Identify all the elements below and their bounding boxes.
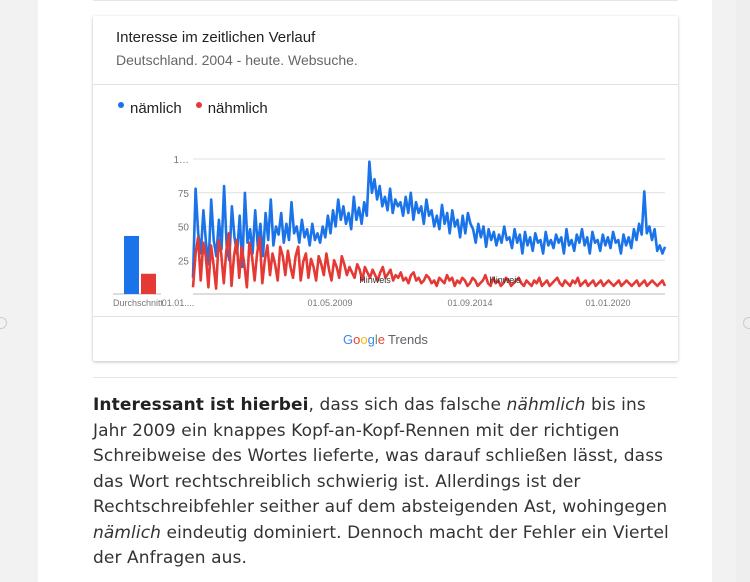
scrollbar[interactable]	[736, 0, 750, 582]
average-bar	[124, 235, 139, 294]
logo-letter: o	[360, 332, 368, 347]
legend-label: nähmlich	[207, 100, 268, 117]
next-arrow-icon[interactable]	[743, 317, 750, 329]
x-tick-label: 01.09.2014	[447, 298, 492, 308]
series-line-naemlich	[191, 160, 667, 278]
chart-subtitle: Deutschland. 2004 - heute. Websuche.	[116, 52, 358, 68]
google-trends-logo[interactable]: Google Trends	[343, 332, 428, 347]
logo-letter: e	[377, 332, 385, 347]
prev-arrow-icon[interactable]	[0, 317, 7, 329]
y-tick-label: 75	[178, 189, 190, 200]
series-line-naehmlich	[191, 232, 667, 290]
y-tick-label: 1…	[173, 155, 189, 166]
logo-letter: G	[343, 332, 354, 347]
x-tick-label: 01.01.2020	[585, 298, 630, 308]
logo-letter: g	[367, 332, 375, 347]
legend-item-naemlich[interactable]: nämlich	[118, 100, 182, 117]
section-divider	[93, 377, 678, 378]
chart-title: Interesse im zeitlichen Verlauf	[116, 29, 316, 46]
top-divider	[93, 0, 678, 1]
logo-google-text: Google	[343, 332, 385, 347]
average-label: Durchschnitt	[113, 298, 164, 308]
legend-dot-icon	[118, 101, 124, 108]
legend-label: nämlich	[130, 100, 182, 117]
logo-letter: l	[374, 332, 378, 347]
paragraph-text: bis ins Jahr 2009 ein knappes Kopf-an-Ko…	[93, 395, 668, 517]
logo-trends-text: Trends	[387, 332, 428, 347]
paragraph-emphasis: nähmlich	[506, 395, 586, 415]
paragraph-emphasis: nämlich	[93, 522, 162, 543]
chart-legend: nämlich nähmlich	[118, 100, 268, 117]
y-tick-label: 50	[178, 223, 190, 234]
x-tick-label: 01.05.2009	[307, 298, 352, 308]
card-footer-divider	[93, 316, 678, 317]
paragraph-text: , dass sich das falsche	[308, 395, 507, 415]
annotation-label: Hinweis	[489, 275, 521, 285]
legend-item-naehmlich[interactable]: nähmlich	[195, 100, 268, 117]
paragraph-lead: Interessant ist hierbei	[93, 395, 309, 415]
x-tick-label: 01.01....	[162, 298, 195, 308]
trends-card: Interesse im zeitlichen Verlauf Deutschl…	[93, 16, 678, 361]
logo-letter: o	[353, 332, 361, 347]
legend-dot-icon	[195, 101, 202, 108]
y-tick-label: 25	[178, 256, 190, 267]
average-bar	[141, 273, 156, 294]
card-divider	[93, 84, 678, 85]
paragraph-text: eindeutig dominiert. Dennoch macht der F…	[93, 522, 669, 569]
article-paragraph: Interessant ist hierbei, dass sich das f…	[93, 393, 678, 572]
annotation-label: Hinweis	[359, 275, 391, 285]
